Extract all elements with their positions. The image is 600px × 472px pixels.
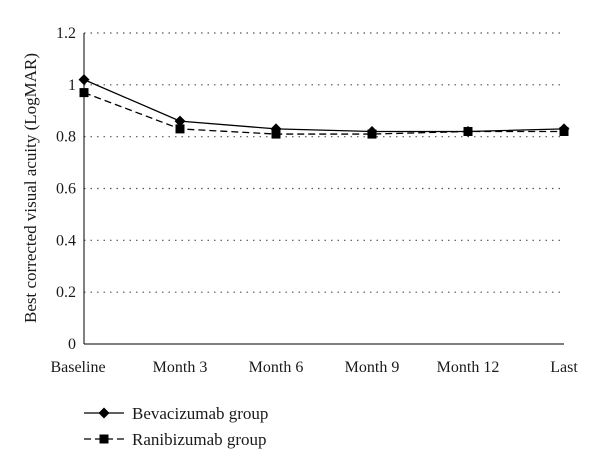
data-point [174,115,186,127]
x-tick-label: Last [550,359,578,376]
data-point [463,126,473,136]
series-group [78,74,570,139]
y-tick-label: 0 [68,336,76,353]
x-tick-label: Baseline [50,359,105,376]
legend-label: Bevacizumab group [132,404,268,423]
x-tick-label: Month 9 [345,359,400,376]
y-tick-label: 0.2 [56,284,76,301]
legend-square-marker [99,434,109,444]
data-point [559,126,569,136]
y-axis-ticks: 0 0.2 0.4 0.6 0.8 1 1.2 [56,25,76,353]
y-tick-label: 0.6 [56,181,76,198]
x-tick-label: Month 12 [437,359,500,376]
series-2 [79,88,569,139]
series-line [83,79,565,133]
legend: Bevacizumab group Ranibizumab group [84,404,268,449]
series-line [83,92,564,135]
y-axis-title: Best corrected visual acuity (LogMAR) [21,53,40,323]
x-tick-label: Month 6 [249,359,304,376]
data-point [78,74,90,86]
legend-label: Ranibizumab group [132,430,267,449]
legend-item: Ranibizumab group [84,430,267,449]
legend-diamond-marker [98,407,110,419]
y-tick-label: 1.2 [56,25,76,42]
data-point [367,129,377,139]
gridlines [84,32,564,293]
y-tick-label: 1 [68,77,76,94]
x-tick-label: Month 3 [153,359,208,376]
data-point [271,129,281,139]
y-tick-label: 0.8 [56,129,76,146]
x-axis-ticks: Baseline Month 3 Month 6 Month 9 Month 12 Las… [50,359,578,376]
data-point [79,88,89,98]
y-tick-label: 0.4 [56,232,76,249]
legend-item: Bevacizumab group [84,404,268,423]
series-1 [78,74,570,137]
data-point [175,124,185,134]
